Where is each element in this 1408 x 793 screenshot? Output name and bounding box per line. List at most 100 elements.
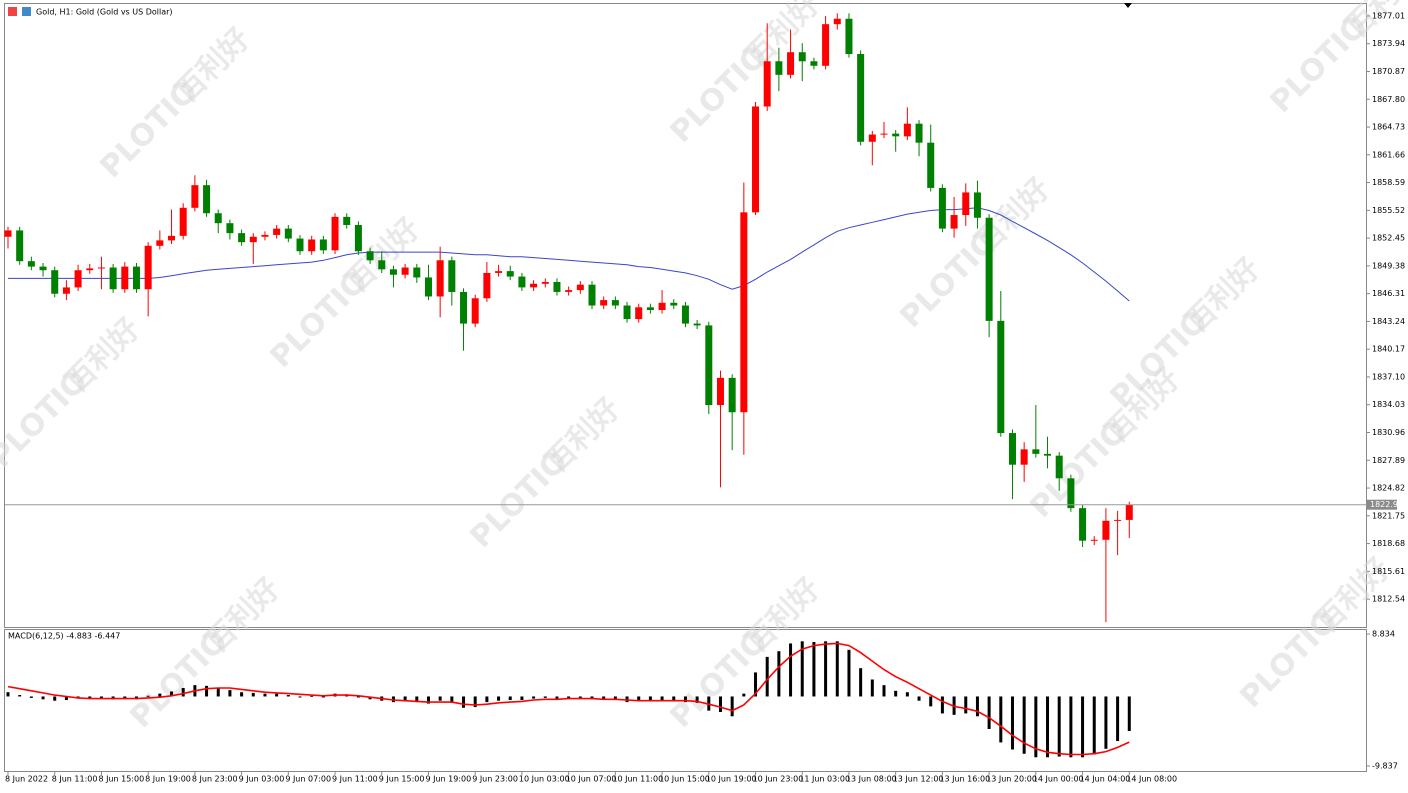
macd-bar [637, 696, 641, 702]
macd-bar [146, 695, 150, 697]
candle-body [413, 267, 421, 278]
x-tick-label: 14 Jun 08:00 [1126, 775, 1177, 784]
candle-body [845, 18, 853, 55]
macd-bar [485, 696, 489, 703]
macd-bar [462, 696, 466, 708]
candle-body [296, 238, 304, 252]
macd-bar [730, 696, 734, 717]
candle-body [308, 239, 316, 252]
candle-body [810, 61, 818, 66]
candle-body [868, 134, 876, 142]
macd-bar [99, 696, 103, 699]
candle-body [39, 266, 47, 271]
macd-bar [742, 693, 746, 697]
macd-bar [170, 691, 174, 697]
candle-body [27, 261, 35, 267]
candle-body [938, 187, 946, 229]
candle-body [962, 192, 970, 216]
macd-bar [298, 696, 302, 698]
macd-bar [64, 696, 68, 701]
candle-body [541, 281, 549, 284]
candle-body [576, 284, 584, 291]
macd-bar [520, 696, 524, 701]
y-tick-label: 1815.61 [1372, 567, 1405, 576]
candle-body [460, 291, 468, 324]
candle-body [623, 305, 631, 320]
candle-body [518, 276, 526, 288]
chart-header: Gold, H1: Gold (Gold vs US Dollar) [36, 8, 173, 17]
candle-body [156, 240, 164, 246]
macd-bar [718, 696, 722, 713]
macd-bar [567, 696, 571, 699]
candle-body [670, 302, 678, 306]
main-frame [4, 3, 1367, 628]
y-tick-label: 1827.89 [1372, 456, 1405, 465]
macd-bar [824, 641, 828, 697]
y-tick-label: 8.834 [1372, 630, 1395, 639]
candle-body [354, 224, 362, 252]
macd-bar [929, 696, 933, 707]
macd-bar [438, 696, 442, 701]
candle-body [378, 260, 386, 270]
candle-body [471, 298, 479, 324]
y-tick-label: -9.837 [1372, 762, 1398, 771]
macd-bar [508, 696, 512, 701]
candle-body [389, 269, 397, 275]
candle-body [822, 24, 830, 66]
macd-bar [29, 696, 33, 698]
candle-body [553, 281, 561, 292]
macd-bar [251, 692, 255, 697]
candle-body [4, 230, 12, 237]
candle-body [144, 245, 152, 290]
macd-bar [158, 693, 162, 697]
candle-body [997, 320, 1005, 434]
x-tick-label: 8 Jun 23:00 [192, 775, 238, 784]
candle-body [1067, 478, 1075, 509]
macd-bar [835, 641, 839, 697]
macd-bar [310, 695, 314, 697]
candle-body [366, 251, 374, 261]
marker [1124, 3, 1132, 8]
candle-body [86, 268, 94, 271]
macd-bar [905, 692, 909, 697]
x-tick-label: 10 Jun 19:00 [706, 775, 757, 784]
y-tick-label: 1840.17 [1372, 345, 1405, 354]
macd-bar [683, 696, 687, 703]
y-tick-label: 1843.24 [1372, 317, 1405, 326]
candle-body [168, 235, 176, 241]
candle-body [401, 267, 409, 275]
candle-body [214, 213, 222, 224]
candle-body [16, 230, 24, 262]
candle-body [51, 270, 59, 294]
macd-bar [660, 696, 664, 701]
x-tick-label: 9 Jun 15:00 [379, 775, 425, 784]
x-tick-label: 14 Jun 00:00 [1033, 775, 1084, 784]
candle-body [238, 233, 246, 243]
macd-bar [812, 642, 816, 697]
macd-bar [240, 692, 244, 697]
x-tick-label: 9 Jun 07:00 [285, 775, 331, 784]
candle-body [763, 61, 771, 107]
x-tick-label: 9 Jun 23:00 [472, 775, 518, 784]
macd-bar [695, 696, 699, 703]
x-tick-label: 10 Jun 15:00 [659, 775, 710, 784]
macd-bar [894, 690, 898, 697]
macd-bar [403, 696, 407, 702]
candle-body [1102, 520, 1110, 540]
icon [8, 7, 17, 16]
y-tick-label: 1849.38 [1372, 261, 1405, 270]
x-tick-label: 10 Jun 23:00 [753, 775, 804, 784]
candle-body [705, 325, 713, 406]
y-tick-label: 1837.10 [1372, 372, 1405, 381]
y-tick-label: 1830.96 [1372, 428, 1405, 437]
candle-body [121, 266, 129, 290]
macd-bar [765, 656, 769, 697]
macd-bar [1010, 696, 1014, 750]
macd-bar [964, 696, 968, 714]
candle-body [1044, 453, 1052, 456]
candle-body [658, 302, 666, 311]
candle-body [588, 284, 596, 306]
candle-body [985, 217, 993, 321]
candle-body [903, 123, 911, 137]
